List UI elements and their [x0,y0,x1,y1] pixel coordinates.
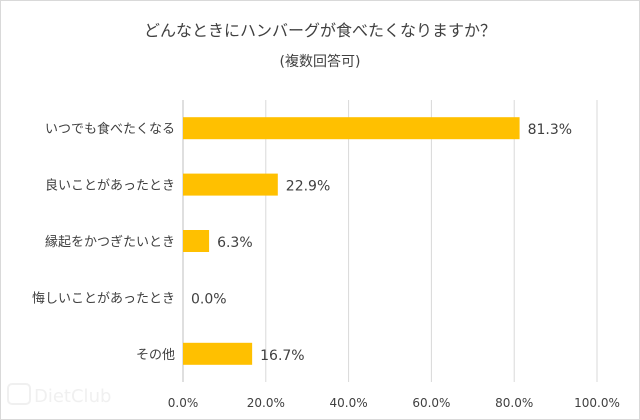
chart-subtitle: (複数回答可) [280,53,361,70]
x-tick-label: 40.0% [330,396,368,410]
chart-title: どんなときにハンバーグが食べたくなりますか？ [144,21,496,40]
watermark-text: DietClub [34,386,111,407]
watermark: DietClub [7,383,111,407]
bar [183,173,278,196]
category-label: いつでも食べたくなる [45,121,175,137]
category-label: その他 [136,348,175,363]
x-tick-label: 20.0% [247,396,285,410]
x-tick-label: 60.0% [412,396,450,410]
data-label: 0.0% [191,291,227,307]
data-label: 16.7% [260,348,304,364]
bar [183,117,520,140]
category-label: 良いことがあったとき [45,178,175,194]
bar [183,342,253,365]
bar [183,230,210,252]
x-tick-label: 80.0% [495,396,533,410]
category-label: 悔しいことがあったとき [32,291,175,306]
data-label: 22.9% [286,179,330,195]
category-label: 縁起をかつぎたいとき [45,234,175,250]
x-tick-label: 0.0% [168,396,199,410]
x-tick-label: 100.0% [574,396,620,410]
data-label: 6.3% [217,235,253,251]
data-label: 81.3% [528,122,572,138]
watermark-logo-icon [7,383,31,405]
